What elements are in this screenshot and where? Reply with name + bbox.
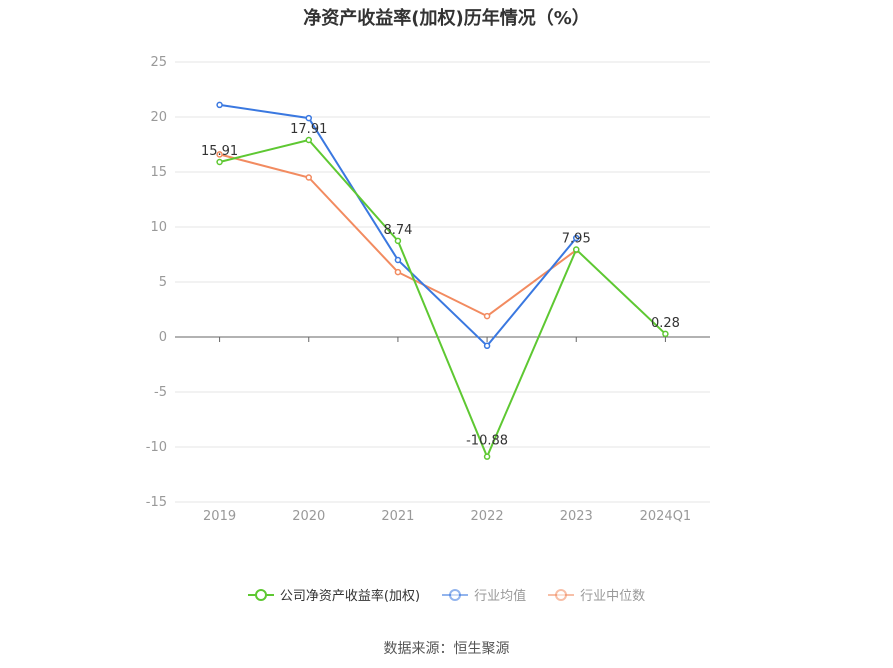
data-label: 0.28 (651, 316, 680, 331)
legend: 公司净资产收益率(加权) 行业均值 行业中位数 (0, 585, 893, 604)
series-layer (216, 101, 669, 460)
grid-layer (175, 61, 710, 503)
data-point (394, 268, 402, 276)
legend-item[interactable]: 行业中位数 (548, 585, 645, 604)
axis-layer: 25 20 15 10 5 0 -5 -10 -15 2019 2020 2021 2022 2023 20… (146, 55, 710, 524)
legend-swatch-icon (247, 588, 274, 601)
y-tick-label: -15 (146, 495, 167, 510)
data-point (216, 158, 223, 166)
data-point (305, 136, 312, 144)
data-point (483, 312, 491, 320)
x-tick-label: 2020 (292, 509, 325, 524)
data-label: 7.95 (562, 232, 591, 247)
x-tick-label: 2019 (203, 509, 236, 524)
data-point (216, 151, 223, 158)
x-tick-label: 2022 (471, 509, 504, 524)
legend-swatch-icon (442, 588, 469, 601)
data-label: 15.91 (201, 144, 238, 159)
data-label-layer: 15.91 17.91 8.74 -10.88 7.95 0.28 (201, 122, 680, 449)
x-tick-label: 2024Q1 (640, 509, 692, 524)
data-point (216, 101, 223, 109)
data-label: -10.88 (466, 434, 508, 449)
data-label: 17.91 (290, 122, 327, 137)
y-tick-label: 20 (150, 110, 167, 125)
data-point (394, 256, 402, 264)
data-point (573, 234, 580, 242)
y-tick-label: 0 (159, 330, 167, 345)
legend-label: 行业均值 (474, 589, 527, 604)
y-tick-label: 5 (159, 275, 167, 290)
y-tick-label: 25 (150, 55, 167, 70)
chart-title: 净资产收益率(加权)历年情况（%） (303, 8, 590, 29)
data-point (305, 174, 312, 181)
y-tick-label: 10 (150, 220, 167, 235)
data-point (662, 330, 669, 338)
y-tick-label: 15 (150, 165, 167, 180)
x-tick-label: 2021 (381, 509, 414, 524)
legend-label: 行业中位数 (580, 589, 646, 604)
data-point (483, 453, 491, 460)
source-note: 数据来源：恒生聚源 (383, 641, 510, 657)
data-point (483, 342, 491, 350)
data-label: 8.74 (383, 223, 412, 238)
legend-item[interactable]: 公司净资产收益率(加权) (247, 585, 421, 604)
data-point (394, 237, 402, 245)
legend-item[interactable]: 行业均值 (442, 585, 526, 604)
legend-label: 公司净资产收益率(加权) (279, 589, 421, 604)
x-tick-label: 2023 (560, 509, 593, 524)
y-tick-label: -5 (154, 385, 167, 400)
y-tick-label: -10 (146, 440, 167, 455)
data-point (573, 246, 580, 253)
series-line (219, 138, 667, 460)
data-point (305, 114, 312, 122)
legend-swatch-icon (548, 588, 575, 601)
